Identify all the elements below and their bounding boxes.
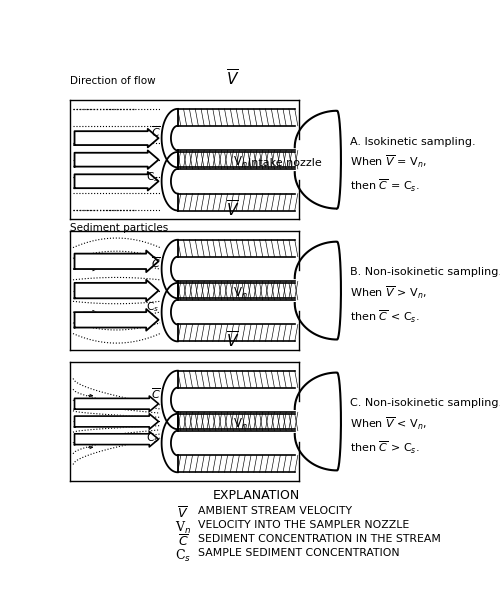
Text: $\overline{V}$: $\overline{V}$: [226, 69, 240, 89]
Text: $\overline{C}$: $\overline{C}$: [178, 534, 188, 550]
Polygon shape: [74, 280, 158, 301]
Text: C$_s$: C$_s$: [146, 431, 159, 446]
Text: V$_n$: V$_n$: [233, 417, 248, 432]
Polygon shape: [74, 431, 158, 447]
Polygon shape: [74, 396, 158, 411]
Text: $\overline{C}$: $\overline{C}$: [152, 125, 161, 140]
Text: Sediment particles: Sediment particles: [70, 223, 168, 233]
Polygon shape: [74, 414, 158, 429]
Text: V$_n$: V$_n$: [175, 520, 191, 536]
Text: $\overline{C}$: $\overline{C}$: [152, 386, 161, 401]
Polygon shape: [74, 151, 158, 169]
Text: C$_s$: C$_s$: [146, 300, 159, 315]
Text: V$_n$: V$_n$: [233, 155, 248, 170]
Text: VELOCITY INTO THE SAMPLER NOZZLE: VELOCITY INTO THE SAMPLER NOZZLE: [198, 520, 410, 530]
Polygon shape: [74, 250, 158, 272]
Text: $\overline{V}$: $\overline{V}$: [178, 506, 188, 521]
Text: C$_s$: C$_s$: [175, 548, 191, 564]
Text: C. Non-isokinetic sampling.
When $\overline{V}$ < V$_n$,
then $\overline{C}$ > C: C. Non-isokinetic sampling. When $\overl…: [350, 398, 500, 455]
Polygon shape: [74, 172, 158, 190]
Text: AMBIENT STREAM VELOCITY: AMBIENT STREAM VELOCITY: [198, 506, 352, 516]
Text: $\overline{V}$: $\overline{V}$: [226, 331, 240, 351]
Text: SEDIMENT CONCENTRATION IN THE STREAM: SEDIMENT CONCENTRATION IN THE STREAM: [198, 534, 442, 544]
Text: $\overline{V}$: $\overline{V}$: [226, 200, 240, 220]
Text: Intake nozzle: Intake nozzle: [241, 158, 322, 168]
Text: SAMPLE SEDIMENT CONCENTRATION: SAMPLE SEDIMENT CONCENTRATION: [198, 548, 400, 558]
Text: V$_n$: V$_n$: [233, 286, 248, 301]
Polygon shape: [74, 129, 158, 147]
Text: EXPLANATION: EXPLANATION: [212, 489, 300, 502]
Text: B. Non-isokinetic sampling.
When $\overline{V}$ > V$_n$,
then $\overline{C}$ < C: B. Non-isokinetic sampling. When $\overl…: [350, 267, 500, 324]
Text: C$_s$: C$_s$: [146, 170, 159, 184]
Text: $\overline{C}$: $\overline{C}$: [152, 256, 161, 270]
Polygon shape: [74, 309, 158, 330]
Text: Direction of flow: Direction of flow: [70, 76, 156, 86]
Text: A. Isokinetic sampling.
When $\overline{V}$ = V$_n$,
then $\overline{C}$ = C$_s$: A. Isokinetic sampling. When $\overline{…: [350, 136, 476, 194]
